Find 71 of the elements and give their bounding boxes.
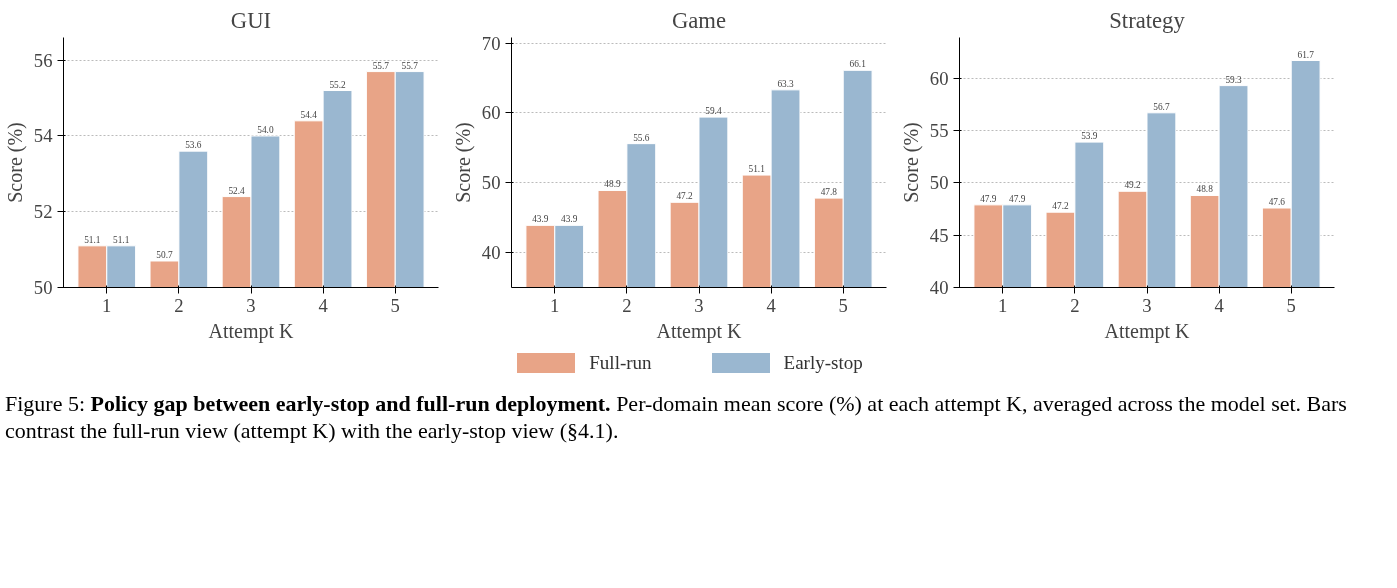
data-label: 55.2 bbox=[329, 79, 347, 90]
data-label: 51.1 bbox=[113, 234, 130, 245]
y-tick-label: 40 bbox=[481, 242, 501, 264]
caption: Figure 5: bbox=[5, 390, 86, 416]
data-label: 56.7 bbox=[1153, 101, 1170, 112]
y-tick-label: 56 bbox=[33, 49, 53, 71]
y-tick-label: 60 bbox=[929, 67, 949, 89]
x-axis-title: Attempt K bbox=[208, 319, 295, 343]
data-label: 55.7 bbox=[372, 60, 390, 71]
data-label: 43.9 bbox=[532, 214, 549, 225]
x-tick-label: 3 bbox=[246, 294, 256, 316]
y-tick-label: 54 bbox=[33, 125, 54, 147]
data-label: 54.0 bbox=[257, 124, 274, 135]
y-tick-label: 50 bbox=[33, 277, 53, 298]
y-tick-label: 55 bbox=[929, 120, 949, 142]
chart-title: Game bbox=[671, 7, 727, 33]
data-label: 49.2 bbox=[1124, 180, 1142, 191]
x-axis-title: Attempt K bbox=[656, 319, 743, 343]
x-tick-label: 5 bbox=[1286, 294, 1296, 316]
data-label: 47.9 bbox=[980, 193, 997, 204]
data-label: 47.9 bbox=[1009, 193, 1026, 204]
text: Policy gap between early-stop and full-run deployment. bbox=[90, 390, 611, 416]
data-label: 47.6 bbox=[1268, 197, 1286, 207]
data-label: 54.4 bbox=[300, 109, 318, 120]
x-tick-label: 2 bbox=[1070, 294, 1080, 316]
y-axis-title: Score (%) bbox=[899, 122, 923, 203]
data-label: 47.2 bbox=[676, 191, 694, 202]
y-tick-label: 45 bbox=[929, 224, 949, 246]
y-axis-title: Score (%) bbox=[451, 122, 475, 203]
y-tick-label: 70 bbox=[481, 32, 501, 54]
y-tick-label: 60 bbox=[481, 102, 501, 124]
y-tick-label: 52 bbox=[33, 201, 53, 223]
data-label: 47.2 bbox=[1052, 201, 1069, 212]
data-label: 53.9 bbox=[1081, 131, 1098, 142]
data-label: 51.1 bbox=[748, 164, 766, 175]
data-label: 51.1 bbox=[84, 234, 101, 245]
data-label: 55.7 bbox=[401, 60, 419, 71]
data-label: 50.7 bbox=[156, 249, 173, 260]
data-label: 47.8 bbox=[820, 187, 838, 198]
x-tick-label: 4 bbox=[766, 294, 777, 316]
x-tick-label: 1 bbox=[998, 294, 1008, 316]
data-label: 59.3 bbox=[1225, 74, 1243, 85]
x-tick-label: 1 bbox=[550, 294, 560, 316]
x-tick-label: 3 bbox=[694, 294, 704, 316]
y-axis-title: Score (%) bbox=[3, 122, 27, 203]
data-label: 66.1 bbox=[849, 59, 867, 70]
y-tick-label: 50 bbox=[929, 172, 949, 194]
chart-title: Strategy bbox=[1109, 7, 1186, 33]
data-label: 52.4 bbox=[228, 185, 246, 196]
x-tick-label: 5 bbox=[390, 294, 400, 316]
data-label: 43.9 bbox=[561, 214, 578, 225]
y-tick-label: 50 bbox=[481, 172, 501, 194]
x-tick-label: 2 bbox=[174, 294, 184, 316]
data-label: 48.9 bbox=[604, 179, 621, 190]
data-label: 59.4 bbox=[705, 106, 722, 117]
data-label: 55.6 bbox=[633, 132, 650, 143]
data-label: 48.8 bbox=[1196, 184, 1214, 195]
legend-label: Full-run bbox=[589, 351, 652, 375]
x-tick-label: 4 bbox=[318, 294, 329, 316]
x-tick-label: 3 bbox=[1142, 294, 1152, 316]
data-label: 53.6 bbox=[185, 140, 202, 151]
x-tick-label: 4 bbox=[1214, 294, 1225, 316]
y-tick-label: 40 bbox=[929, 277, 949, 298]
legend-label: Early-stop bbox=[783, 351, 863, 375]
x-tick-label: 1 bbox=[102, 294, 112, 316]
data-label: 61.7 bbox=[1297, 49, 1315, 60]
chart-title: GUI bbox=[230, 7, 272, 33]
x-tick-label: 2 bbox=[622, 294, 632, 316]
data-label: 63.3 bbox=[777, 78, 795, 89]
x-tick-label: 5 bbox=[838, 294, 848, 316]
x-axis-title: Attempt K bbox=[1104, 319, 1191, 343]
